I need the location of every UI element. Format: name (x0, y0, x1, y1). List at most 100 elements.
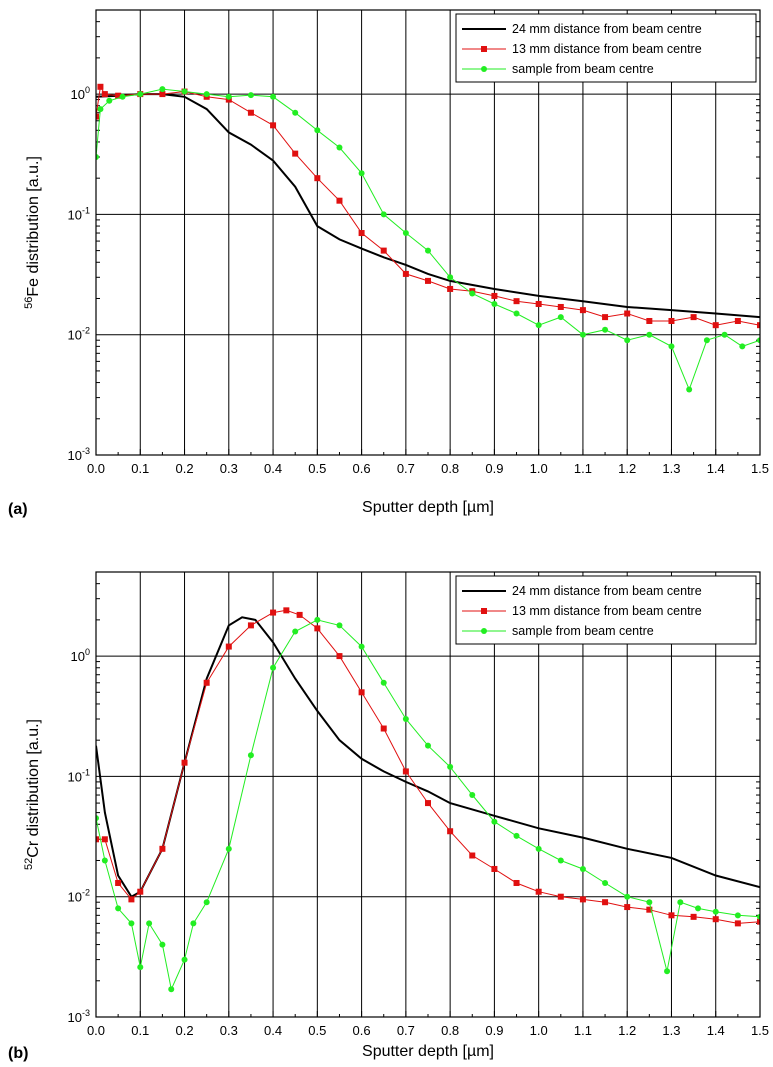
data-point-square (358, 230, 365, 237)
series-1 (96, 93, 760, 319)
x-axis-label: Sputter depth [µm] (362, 1043, 494, 1060)
data-point-circle (757, 913, 760, 920)
data-point-circle (203, 899, 210, 906)
data-point-square (425, 277, 431, 284)
data-point-circle (380, 211, 387, 218)
data-point-square (314, 175, 321, 182)
y-tick-label: 10-3 (68, 446, 90, 463)
data-point-square (314, 625, 321, 632)
data-point-square (137, 888, 144, 895)
data-point-circle (447, 274, 454, 281)
series-3 (96, 616, 760, 993)
data-point-square (296, 611, 303, 618)
legend-entry: 24 mm distance from beam centre (512, 584, 702, 598)
data-point-square (535, 888, 542, 895)
chart-panel-b: 0.0 0.1 0.2 0.3 0.4 0.5 0.6 0.7 0.8 0.9 1.0 1.1 1.2 1… (8, 571, 769, 1062)
legend-marker (481, 608, 487, 614)
x-tick-label: 0.8 (441, 461, 459, 476)
data-point-square (425, 800, 431, 807)
data-point-square (115, 92, 122, 99)
data-point-circle (602, 879, 609, 886)
data-point-square (602, 899, 609, 906)
data-point-square (624, 310, 631, 317)
data-point-square (270, 122, 277, 129)
data-point-square (181, 759, 188, 766)
y-tick-label: 10-2 (68, 326, 90, 343)
data-point-square (757, 918, 760, 925)
legend-marker (481, 628, 487, 634)
data-point-square (491, 292, 498, 299)
legend-marker (481, 66, 487, 72)
data-point-circle (579, 331, 586, 338)
data-point-circle (469, 290, 476, 297)
panel-label: (b) (8, 1045, 28, 1062)
plot-area (96, 10, 760, 455)
data-point-square (96, 836, 99, 843)
data-point-circle (247, 752, 254, 759)
x-tick-label: 0.9 (485, 461, 503, 476)
data-point-circle (757, 337, 760, 344)
data-point-square (734, 317, 741, 324)
x-tick-label: 0.1 (131, 461, 149, 476)
x-tick-label: 0.9 (485, 1023, 503, 1038)
x-tick-label: 0.1 (131, 1023, 149, 1038)
data-point-square (535, 300, 542, 307)
data-point-square (757, 322, 760, 329)
data-point-circle (425, 247, 431, 254)
data-point-square (646, 317, 653, 324)
y-tick-label: 10-3 (68, 1008, 90, 1025)
y-axis-label: 56Fe distribution [a.u.] (23, 156, 42, 309)
data-point-square (336, 197, 343, 204)
data-point-circle (513, 310, 520, 317)
data-point-circle (128, 920, 135, 927)
legend-entry: sample from beam centre (512, 624, 654, 638)
data-point-circle (203, 91, 210, 98)
data-point-square (646, 906, 653, 913)
x-tick-label: 0.3 (220, 1023, 238, 1038)
data-point-circle (469, 792, 476, 799)
data-point-circle (712, 908, 719, 915)
data-point-square (602, 314, 609, 321)
data-point-square (513, 879, 520, 886)
data-point-circle (695, 905, 702, 912)
y-tick-label: 10-1 (68, 767, 90, 784)
x-tick-label: 0.5 (308, 461, 326, 476)
data-point-square (101, 91, 108, 98)
data-point-circle (358, 643, 365, 650)
data-point-square (712, 322, 719, 329)
data-point-square (115, 879, 122, 886)
plot-frame (95, 9, 761, 456)
plot-frame (95, 571, 761, 1018)
data-point-circle (119, 93, 126, 100)
data-point-square (557, 303, 564, 310)
data-point-square (270, 609, 277, 616)
x-tick-label: 0.0 (87, 461, 105, 476)
data-point-circle (96, 815, 99, 822)
data-point-square (513, 298, 520, 305)
data-point-circle (292, 628, 299, 635)
x-tick-label: 0.4 (264, 461, 282, 476)
data-point-circle (491, 300, 498, 307)
data-point-square (624, 904, 631, 911)
legend-marker (481, 46, 487, 52)
x-tick-label: 1.0 (530, 1023, 548, 1038)
y-tick-label: 100 (71, 85, 90, 102)
data-point-circle (668, 343, 675, 350)
data-point-square (690, 314, 697, 321)
data-point-circle (97, 106, 104, 113)
x-tick-label: 1.2 (618, 1023, 636, 1038)
data-point-circle (181, 88, 188, 95)
data-point-square (128, 896, 135, 903)
data-point-square (97, 83, 104, 90)
data-point-square (557, 893, 564, 900)
data-point-circle (115, 905, 122, 912)
data-point-circle (168, 986, 175, 993)
x-tick-label: 0.0 (87, 1023, 105, 1038)
data-point-circle (535, 845, 542, 852)
data-point-square (203, 679, 210, 686)
data-point-square (336, 653, 343, 660)
x-tick-label: 0.6 (353, 1023, 371, 1038)
data-point-circle (159, 86, 166, 93)
y-axis-label: 52Cr distribution [a.u.] (23, 719, 42, 870)
data-point-circle (624, 893, 631, 900)
